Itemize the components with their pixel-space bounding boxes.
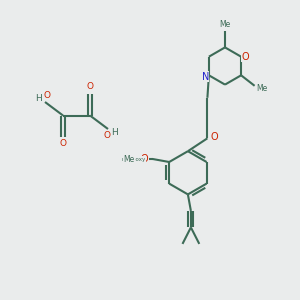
Text: O: O	[140, 154, 148, 164]
Text: O: O	[242, 52, 249, 62]
Text: O: O	[86, 82, 94, 91]
Text: O: O	[210, 132, 218, 142]
Text: H: H	[111, 128, 118, 137]
Text: Me: Me	[256, 84, 267, 93]
Text: O: O	[103, 131, 111, 140]
Text: Me: Me	[124, 154, 135, 164]
Text: Me: Me	[219, 20, 231, 29]
Text: O: O	[43, 91, 50, 100]
Text: N: N	[202, 72, 209, 82]
Text: H: H	[35, 94, 42, 103]
Text: O: O	[59, 140, 67, 148]
Text: methoxy: methoxy	[122, 157, 146, 161]
